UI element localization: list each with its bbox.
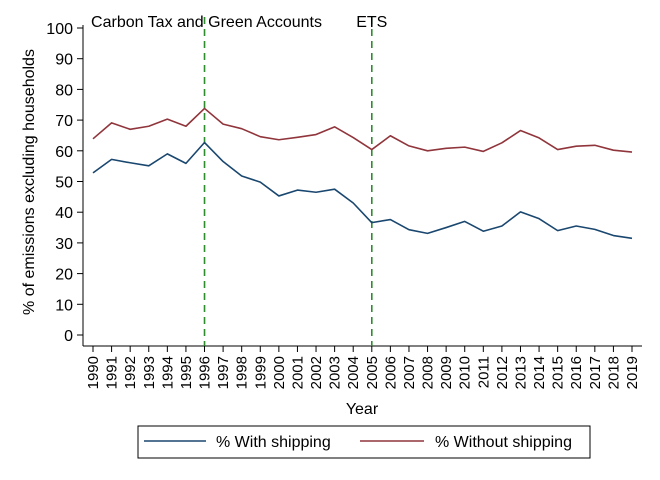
x-tick-label-2010: 2010	[457, 356, 474, 389]
y-tick-label-60: 60	[55, 144, 73, 161]
x-tick-label-2005: 2005	[364, 356, 381, 389]
series-line-with-shipping	[92, 141, 633, 240]
axes	[82, 25, 642, 347]
annotation-label-1996: Carbon Tax and Green Accounts	[91, 14, 322, 31]
x-tick-label-2002: 2002	[308, 356, 325, 389]
x-axis-label: Year	[346, 401, 379, 418]
x-tick-label-2007: 2007	[401, 356, 418, 389]
y-axis-label: % of emissions excluding households	[21, 49, 38, 315]
y-tick-label-30: 30	[55, 236, 73, 253]
x-tick-label-1990: 1990	[85, 356, 102, 389]
y-tick-label-70: 70	[55, 113, 73, 130]
x-tick-label-2001: 2001	[289, 356, 306, 389]
x-tick-label-1993: 1993	[141, 356, 158, 389]
x-tick-label-1995: 1995	[178, 356, 195, 389]
y-tick-label-0: 0	[64, 328, 73, 345]
series-line-without-shipping	[92, 107, 633, 153]
x-tick-label-2004: 2004	[345, 356, 362, 389]
x-tick-label-1991: 1991	[104, 356, 121, 389]
x-tick-label-1992: 1992	[122, 356, 139, 389]
x-tick-label-2012: 2012	[494, 356, 511, 389]
x-tick-label-2017: 2017	[587, 356, 604, 389]
annotation-lines: Carbon Tax and Green Accounts ETS	[91, 14, 387, 346]
x-tick-label-2015: 2015	[550, 356, 567, 389]
series-layer	[92, 107, 633, 240]
y-tick-label-100: 100	[46, 21, 73, 38]
x-tick-label-2000: 2000	[271, 356, 288, 389]
x-tick-label-2014: 2014	[531, 356, 548, 389]
x-tick-label-2018: 2018	[605, 356, 622, 389]
x-tick-label-2008: 2008	[420, 356, 437, 389]
x-ticks: 1990 1991 1992 1993 1994 1995 1996 1997 1998 1999…	[85, 346, 641, 389]
x-tick-label-2013: 2013	[512, 356, 529, 389]
x-tick-label-1996: 1996	[197, 356, 214, 389]
y-ticks: 0 10 20 30 40 50 60 70 80 90 100	[46, 21, 83, 345]
y-tick-label-90: 90	[55, 52, 73, 69]
y-tick-label-20: 20	[55, 267, 73, 284]
x-tick-label-1998: 1998	[234, 356, 251, 389]
x-tick-label-1997: 1997	[215, 356, 232, 389]
legend: % With shipping % Without shipping	[137, 425, 591, 459]
x-tick-label-2011: 2011	[475, 356, 492, 388]
x-tick-label-2003: 2003	[327, 356, 344, 389]
x-tick-label-2006: 2006	[382, 356, 399, 389]
x-tick-label-1994: 1994	[159, 356, 176, 389]
y-tick-label-80: 80	[55, 82, 73, 99]
y-tick-label-40: 40	[55, 205, 73, 222]
annotation-label-2005: ETS	[356, 14, 387, 31]
x-tick-label-2016: 2016	[568, 356, 585, 389]
x-tick-label-2019: 2019	[624, 356, 641, 389]
x-tick-label-2009: 2009	[438, 356, 455, 389]
legend-label-without-shipping: % Without shipping	[435, 434, 572, 451]
y-tick-label-10: 10	[55, 297, 73, 314]
y-tick-label-50: 50	[55, 175, 73, 192]
legend-label-with-shipping: % With shipping	[216, 434, 331, 451]
legend-box	[137, 425, 591, 459]
x-tick-label-1999: 1999	[252, 356, 269, 389]
